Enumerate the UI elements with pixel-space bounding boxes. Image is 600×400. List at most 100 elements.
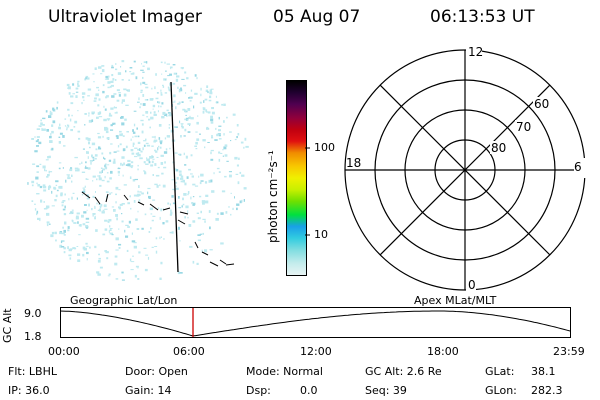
uv-speckle <box>65 179 67 183</box>
uv-speckle <box>137 141 141 144</box>
uv-speckle <box>192 196 195 198</box>
uv-speckle <box>169 231 173 234</box>
uv-speckle <box>197 217 201 220</box>
uv-speckle <box>121 99 125 102</box>
uv-speckle <box>67 175 70 177</box>
uv-speckle <box>163 166 167 169</box>
uv-speckle <box>81 193 84 196</box>
uv-speckle <box>188 224 192 227</box>
uv-speckle <box>175 169 179 172</box>
uv-speckle <box>31 200 34 202</box>
uv-speckle <box>52 109 55 111</box>
uv-speckle <box>71 180 73 183</box>
uv-speckle <box>190 173 193 175</box>
uv-speckle <box>93 100 97 102</box>
info-dsp: Dsp: <box>246 384 271 397</box>
uv-speckle <box>51 130 54 134</box>
uv-speckle <box>121 220 124 223</box>
uv-speckle <box>131 152 135 155</box>
uv-speckle <box>27 182 29 185</box>
uv-speckle <box>215 218 219 221</box>
uv-speckle <box>145 138 147 141</box>
uv-speckle <box>62 167 64 169</box>
uv-speckle <box>91 119 94 123</box>
uv-speckle <box>93 213 96 215</box>
uv-speckle <box>110 107 114 110</box>
timeline-xtick-0600: 06:00 <box>173 345 205 358</box>
uv-speckle <box>142 81 146 84</box>
uv-speckle <box>204 220 206 223</box>
uv-speckle <box>116 217 118 221</box>
uv-speckle <box>179 173 182 176</box>
uv-speckle <box>168 124 171 126</box>
uv-speckle <box>94 215 96 217</box>
uv-speckle <box>35 176 39 180</box>
uv-speckle <box>90 161 92 165</box>
uv-speckle <box>172 202 176 205</box>
uv-speckle <box>175 181 178 184</box>
uv-speckle <box>115 68 118 71</box>
uv-speckle <box>121 122 125 126</box>
uv-speckle <box>200 87 202 91</box>
uv-speckle <box>135 76 138 80</box>
uv-speckle <box>49 171 53 173</box>
uv-speckle <box>117 145 120 148</box>
uv-speckle <box>68 198 70 201</box>
uv-speckle <box>202 232 204 235</box>
geo-grid-fragment <box>225 263 235 266</box>
uv-speckle <box>97 259 101 263</box>
uv-speckle <box>104 250 107 252</box>
uv-speckle <box>139 148 141 151</box>
uv-speckle <box>222 149 224 151</box>
uv-speckle <box>55 180 59 183</box>
uv-speckle <box>193 105 195 109</box>
uv-speckle <box>107 81 111 84</box>
uv-speckle <box>139 191 142 193</box>
uv-speckle <box>146 99 149 101</box>
uv-speckle <box>111 64 114 67</box>
uv-speckle <box>205 194 209 197</box>
uv-speckle <box>111 74 114 77</box>
uv-speckle <box>199 195 202 198</box>
uv-speckle <box>94 154 98 157</box>
uv-speckle <box>56 106 58 110</box>
uv-speckle <box>109 229 112 231</box>
uv-speckle <box>48 223 51 225</box>
uv-speckle <box>78 234 81 236</box>
uv-speckle <box>59 244 63 248</box>
uv-speckle <box>154 135 156 139</box>
uv-speckle <box>184 164 187 166</box>
uv-speckle <box>129 67 133 69</box>
uv-speckle <box>46 223 49 227</box>
uv-speckle <box>210 151 212 155</box>
uv-speckle <box>99 208 101 212</box>
uv-speckle <box>189 100 192 102</box>
uv-speckle <box>214 139 218 141</box>
uv-speckle <box>36 145 39 147</box>
uv-speckle <box>223 146 227 150</box>
uv-speckle <box>180 180 184 183</box>
uv-speckle <box>109 192 111 195</box>
polar-plot: 12 6 0 18 60 70 80 <box>344 45 586 292</box>
uv-speckle <box>149 98 154 101</box>
uv-speckle <box>55 239 57 242</box>
uv-speckle <box>95 148 98 151</box>
uv-speckle <box>82 96 85 99</box>
uv-speckle <box>160 89 162 92</box>
info-dsp-value: 0.0 <box>300 384 318 397</box>
geo-grid-fragment <box>123 194 129 201</box>
uv-speckle <box>138 251 141 254</box>
uv-speckle <box>111 66 114 69</box>
uv-speckle <box>69 168 73 172</box>
uv-speckle <box>62 200 66 202</box>
uv-speckle <box>182 179 185 183</box>
uv-speckle <box>155 250 158 254</box>
uv-speckle <box>210 149 214 152</box>
uv-speckle <box>98 98 101 101</box>
uv-speckle <box>111 234 114 236</box>
uv-speckle <box>137 190 139 193</box>
uv-speckle <box>91 111 95 114</box>
uv-speckle <box>71 211 74 213</box>
uv-speckle <box>190 97 192 99</box>
uv-speckle <box>178 101 181 105</box>
